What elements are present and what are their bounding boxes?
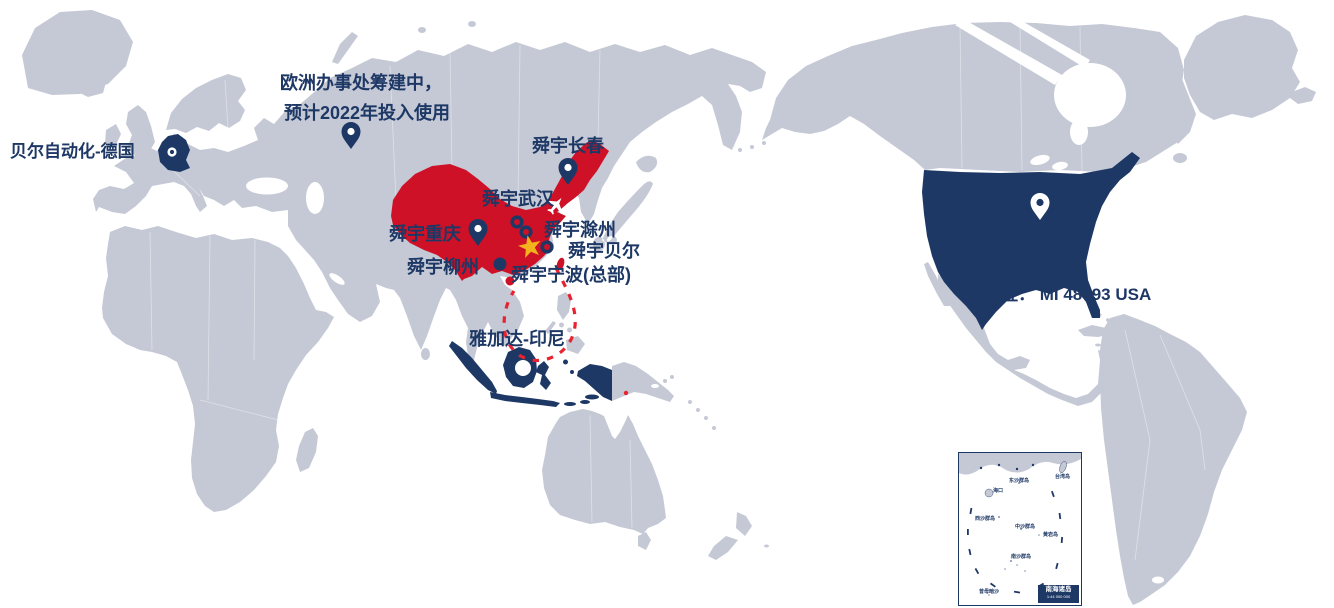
jakarta-dot-marker [515,360,531,376]
landmass-australia [542,409,666,534]
hq-star-icon [518,235,541,258]
landmass-srilanka [421,348,430,360]
label-germany: 贝尔自动化-德国 [10,142,135,161]
gear-icon [159,139,185,165]
inset-taiwan [1059,461,1067,473]
inset-label-dongsha: 东沙群岛 [1009,478,1030,484]
country-usa [922,152,1140,330]
country-indonesia-papua [577,364,612,401]
red-dot-marker [623,390,629,396]
country-china [391,140,609,286]
inset-title-box: 南海诸岛 1:44 000 000 [1038,585,1079,603]
landmass-tasmania [638,532,651,550]
country-indonesia-java [490,392,560,407]
island-taiwan [556,257,565,271]
label-europe-line2: 预计2022年投入使用 [284,103,451,123]
label-europe-line1: 欧洲办事处筹建中， [280,73,442,93]
bell-ring-marker [540,240,554,254]
label-jakarta: 雅加达-印尼 [469,329,565,349]
inset-label-nansha: 南沙群岛 [1011,554,1032,560]
map-markers [159,122,1050,376]
country-borders [149,22,1206,561]
landmass-africa [102,226,334,512]
inset-city-dots [979,463,1035,471]
inland-seas [246,20,1126,285]
inset-label-haikou: 海口 [993,488,1004,494]
label-ningbo: 舜宇宁波(总部) [511,265,631,285]
inset-title: 南海诸岛 [1045,586,1072,593]
inset-scale: 1:44 000 000 [1046,593,1071,599]
country-indonesia-lesser-sunda [563,359,600,406]
landmass-sakhalin [615,92,633,150]
landmass-baffin [1148,48,1196,144]
country-indonesia-sulawesi [536,361,551,390]
landmass-philippines [545,292,585,354]
liuzhou-dot-marker [493,257,507,271]
label-changchun: 舜宇长春 [532,136,604,156]
label-wuhan: 舜宇武汉 [482,189,554,209]
label-liuzhou: 舜宇柳州 [407,257,479,277]
landmass-japan [593,155,658,251]
label-usa-line2: 地址： MI 48093 USA [984,285,1152,304]
landmass-scandinavia [166,74,246,133]
landmass-greenland-left [22,10,133,95]
inset-label-huangyan: 黄岩岛 [1043,532,1059,538]
nine-dash-line [502,267,577,363]
label-chongqing: 舜宇重庆 [389,224,461,244]
inset-label-taiwan: 台湾岛 [1055,474,1071,480]
country-indonesia-sumatra [449,341,497,394]
inset-dash-line [967,490,1064,594]
label-bell: 舜宇贝尔 [568,241,640,261]
inset-coast [959,453,1081,475]
landmass-aleutians [738,141,766,152]
inset-label-zhongsha: 中沙群岛 [1015,524,1036,530]
inset-label-zengmu: 曾母暗沙 [979,589,1000,595]
island-hainan [505,276,515,286]
landmass-iceland-right [1290,87,1316,104]
wuhan-ring-marker [510,215,524,229]
landmass-madagascar [296,428,318,472]
landmass-south-america [1100,314,1247,605]
inset-hainan [984,488,994,498]
landmass-iceland-left [76,77,106,97]
landmass-new-zealand [708,512,752,560]
landmass-uk [126,105,155,156]
inset-label-xisha: 西沙群岛 [975,516,996,522]
label-usa-line1: 美国办事处 [984,256,1069,275]
landmass-newfoundland [1173,153,1187,163]
south-china-sea-inset: 东沙群岛 西沙群岛 中沙群岛 黄岩岛 南沙群岛 曾母暗沙 台湾岛 海口 南海诸岛… [958,452,1082,606]
landmass-greenland-right [1184,15,1300,120]
label-chuzhou: 舜宇滁州 [544,220,616,240]
chuzhou-ring-marker [519,225,533,239]
landmass-ireland [105,124,121,145]
inset-island-specks [988,482,1040,596]
airplane-icon [547,197,562,215]
